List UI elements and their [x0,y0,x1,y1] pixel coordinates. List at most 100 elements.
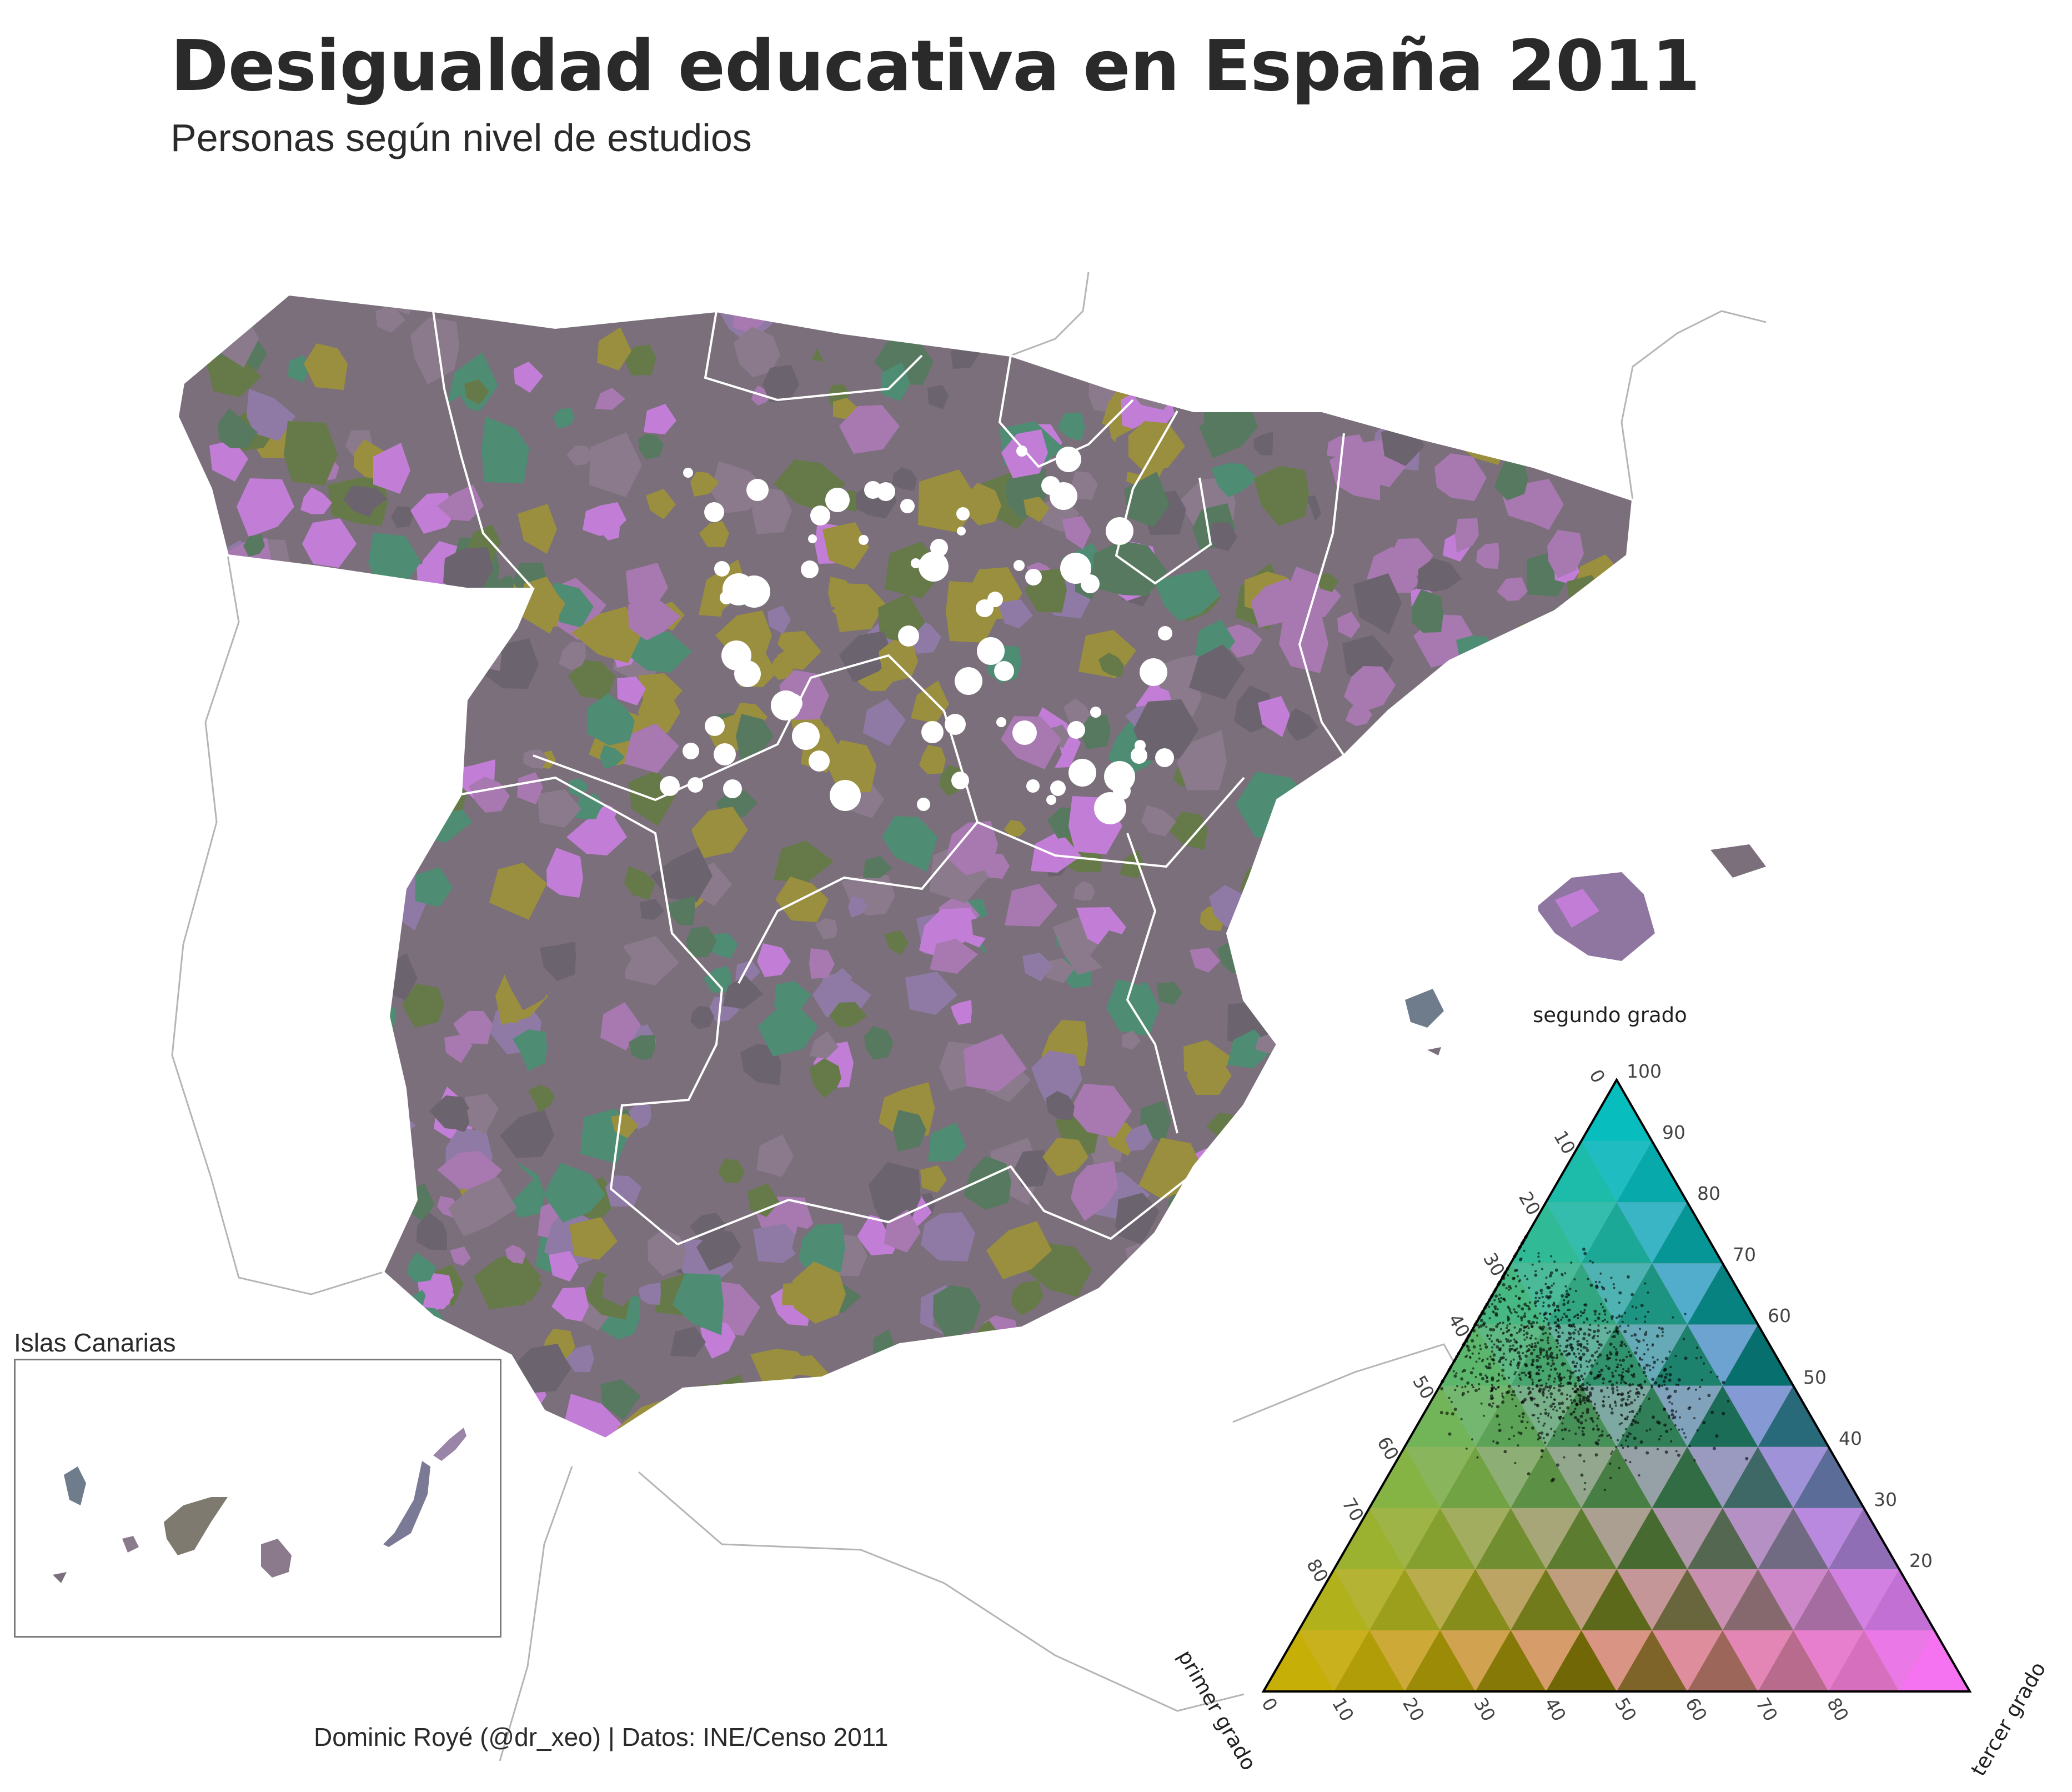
municipality-cell [809,948,835,979]
ternary-point [1491,1346,1494,1349]
ternary-point [1498,1322,1501,1324]
ternary-point [1531,1388,1534,1390]
ternary-point [1509,1333,1513,1337]
municipality-cell [250,1298,300,1354]
municipality-cell [293,954,324,977]
ternary-point [1591,1336,1595,1340]
ternary-point [1479,1319,1483,1323]
ternary-point [1519,1377,1521,1379]
municipality-cell [571,607,643,663]
municipality-cell [827,740,876,793]
municipality-cell [1367,992,1388,1018]
ternary-point [1616,1366,1618,1369]
municipality-cell [1375,1145,1415,1176]
ternary-point [1638,1363,1640,1365]
no-data-area [825,488,850,512]
municipality-cell [1524,684,1563,726]
ternary-point [1557,1416,1560,1419]
ternary-point [1567,1309,1569,1312]
ternary-point [1585,1397,1588,1399]
ternary-point [1586,1381,1589,1384]
municipality-cell [1331,898,1352,919]
municipality-cell [1337,612,1361,638]
municipality-cell [513,1029,547,1071]
municipality-cell [668,896,695,925]
ternary-point [1455,1355,1459,1359]
no-data-area [683,743,699,759]
ternary-point [1574,1433,1577,1435]
ternary-point [1508,1323,1511,1325]
ternary-point [1660,1327,1664,1331]
municipality-cell [1186,1057,1232,1095]
ternary-point [1496,1308,1499,1310]
ternary-point [1619,1325,1622,1328]
ternary-point [1513,1373,1516,1375]
ternary-point [1545,1277,1548,1279]
municipality-cell [1326,1045,1358,1077]
ternary-point [1617,1393,1619,1396]
municipality-cell [1352,1144,1393,1185]
ternary-point [1579,1343,1583,1346]
ternary-point [1606,1357,1610,1361]
inset-label: Islas Canarias [14,1328,176,1357]
ternary-point [1564,1315,1568,1318]
municipality-cell [265,988,312,1039]
ternary-point [1559,1406,1561,1409]
ternary-point [1544,1317,1547,1319]
ternary-point [1496,1345,1499,1349]
ternary-point [1553,1405,1556,1408]
ternary-point [1526,1325,1529,1328]
ternary-point [1538,1325,1542,1329]
ternary-point [1594,1441,1598,1445]
municipality-cell [690,1006,714,1029]
municipality-cell [351,643,391,689]
ternary-point [1583,1460,1586,1463]
ternary-point [1547,1414,1549,1417]
ternary-point [1547,1337,1549,1339]
municipality-cell [484,593,514,613]
ternary-point [1695,1357,1698,1360]
ternary-point [1558,1402,1562,1405]
municipality-cell [178,1178,212,1230]
municipality-cell [1355,1050,1405,1101]
ternary-point [1538,1373,1541,1375]
municipality-cell [415,867,453,907]
municipality-cell [1426,859,1478,906]
ternary-point [1629,1390,1632,1393]
ternary-point [1547,1324,1550,1327]
ternary-cell [1828,1569,1899,1630]
municipality-cell [954,1421,1004,1439]
ternary-point [1538,1432,1541,1435]
ternary-point [1440,1387,1444,1390]
municipality-cell [224,1318,262,1353]
ternary-cell [1511,1202,1582,1264]
ternary-point [1650,1384,1653,1387]
ternary-point [1573,1278,1576,1281]
municipality-cell [1442,399,1488,448]
municipality-cell [1406,1083,1438,1113]
ternary-point [1573,1338,1575,1340]
municipality-cell [540,942,576,981]
municipality-cell [1168,1389,1221,1437]
municipality-cell [235,999,269,1029]
ternary-point [1516,1332,1518,1334]
municipality-cell [299,704,328,737]
ternary-point [1598,1343,1601,1346]
ternary-point [1574,1364,1577,1368]
ternary-point [1610,1436,1612,1439]
ternary-point [1539,1351,1542,1354]
ternary-point [1540,1292,1543,1295]
ternary-point [1538,1260,1541,1263]
ternary-point [1500,1328,1502,1330]
municipality-cell [997,599,1033,628]
ternary-point [1527,1305,1530,1308]
ternary-point [1606,1386,1609,1389]
ternary-point [1668,1401,1671,1404]
ternary-cell [1440,1569,1511,1630]
ternary-point [1643,1381,1646,1384]
ternary-point [1577,1317,1579,1319]
municipality-cell [382,598,438,653]
ternary-point [1602,1382,1605,1384]
municipality-cell [412,591,430,610]
municipality-cell [1564,704,1604,745]
